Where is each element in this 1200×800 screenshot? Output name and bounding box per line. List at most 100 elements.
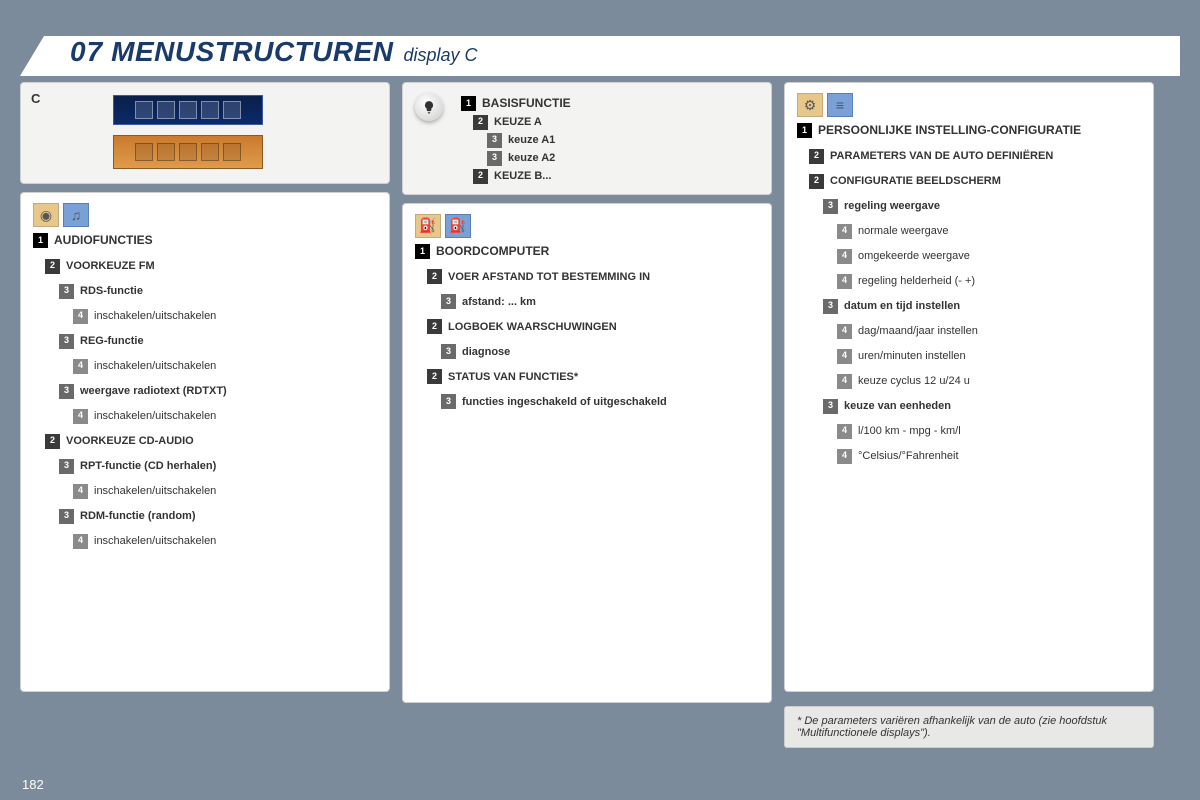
menu-item: 4 keuze cyclus 12 u/24 u [837,374,1141,389]
display-glyph-icon [223,143,241,161]
menu-item-label: inschakelen/uitschakelen [94,359,216,373]
level-3-badge: 3 [59,384,74,399]
level-3-badge: 3 [441,344,456,359]
displays-panel: C [20,82,390,184]
menu-item-label: functies ingeschakeld of uitgeschakeld [462,395,667,409]
menu-item: 2KEUZE B... [473,169,571,184]
config-panel: ⚙ ≡ 1PERSOONLIJKE INSTELLING-CONFIGURATI… [784,82,1154,692]
menu-item: 4°Celsius/°Fahrenheit [837,449,1141,464]
level-2-badge: 2 [427,269,442,284]
menu-item: 2LOGBOEK WAARSCHUWINGEN [427,319,759,334]
fuel-icon: ⛽ [415,214,441,238]
menu-item: 3 afstand: ... km [441,294,759,309]
display-glyph-icon [201,143,219,161]
page-title: MENUSTRUCTUREN [111,36,393,68]
menu-item: 4inschakelen/uitschakelen [73,534,377,549]
menu-item-label: inschakelen/uitschakelen [94,409,216,423]
menu-item-label: dag/maand/jaar instellen [858,324,978,338]
menu-item: 2PARAMETERS VAN DE AUTO DEFINIËREN [809,149,1141,164]
menu-item-label: diagnose [462,345,510,359]
level-2-badge: 2 [45,434,60,449]
menu-item: 2CONFIGURATIE BEELDSCHERM [809,174,1141,189]
menu-item: 3RDM-functie (random) [59,509,377,524]
menu-item-label: °Celsius/°Fahrenheit [858,449,959,463]
level-3-badge: 3 [59,334,74,349]
level-4-badge: 4 [837,224,852,239]
level-4-badge: 4 [837,424,852,439]
level-2-badge: 2 [45,259,60,274]
page-subtitle: display C [403,45,477,66]
footnote: * De parameters variëren afhankelijk van… [784,706,1154,748]
level-1-badge: 1 [33,233,48,248]
level-4-badge: 4 [837,374,852,389]
level-2-badge: 2 [473,115,488,130]
level-4-badge: 4 [837,324,852,339]
level-1-badge: 1 [415,244,430,259]
menu-item-label: inschakelen/uitschakelen [94,534,216,548]
level-3-badge: 3 [59,459,74,474]
menu-item: 3 RPT-functie (CD herhalen) [59,459,377,474]
menu-item-label: l/100 km - mpg - km/l [858,424,961,438]
menu-item-label: KEUZE B... [494,169,551,183]
display-glyph-icon [201,101,219,119]
level-4-badge: 4 [73,359,88,374]
menu-item: 3 weergave radiotext (RDTXT) [59,384,377,399]
menu-item-label: weergave radiotext (RDTXT) [80,384,227,398]
menu-item: 4 dag/maand/jaar instellen [837,324,1141,339]
menu-item: 2VOORKEUZE FM [45,259,377,274]
audio-panel: ◉ ♫ 1AUDIOFUNCTIES 2VOORKEUZE FM3RDS-fun… [20,192,390,692]
page-number: 182 [22,777,44,792]
display-preview-orange [113,135,263,169]
level-3-badge: 3 [487,151,502,166]
menu-item-label: VOER AFSTAND TOT BESTEMMING IN [448,270,650,284]
display-label: C [31,91,40,106]
level-4-badge: 4 [837,274,852,289]
level-2-badge: 2 [427,319,442,334]
display-glyph-icon [157,101,175,119]
audio-heading: AUDIOFUNCTIES [54,233,153,249]
menu-item-label: keuze cyclus 12 u/24 u [858,374,970,388]
level-1-badge: 1 [461,96,476,111]
display-glyph-icon [179,143,197,161]
menu-item-label: normale weergave [858,224,949,238]
menu-item: 4 inschakelen/uitschakelen [73,409,377,424]
menu-item-label: inschakelen/uitschakelen [94,309,216,323]
level-4-badge: 4 [73,309,88,324]
menu-item-label: afstand: ... km [462,295,536,309]
menu-item-label: VOORKEUZE CD-AUDIO [66,434,194,448]
legend-title: BASISFUNCTIE [482,96,571,112]
level-4-badge: 4 [837,249,852,264]
menu-item: 3 keuze A1 [487,133,571,148]
level-3-badge: 3 [59,509,74,524]
menu-item-label: datum en tijd instellen [844,299,960,313]
trip-heading: BOORDCOMPUTER [436,244,549,260]
level-4-badge: 4 [73,409,88,424]
level-3-badge: 3 [441,294,456,309]
display-glyph-icon [157,143,175,161]
level-4-badge: 4 [837,349,852,364]
menu-item-label: RPT-functie (CD herhalen) [80,459,216,473]
menu-item: 4 omgekeerde weergave [837,249,1141,264]
legend-panel: 1BASISFUNCTIE 2KEUZE A3keuze A13keuze A2… [402,82,772,195]
display-preview-blue [113,95,263,125]
level-3-badge: 3 [487,133,502,148]
menu-item: 3 diagnose [441,344,759,359]
display-glyph-icon [223,101,241,119]
radio-icon: ♫ [63,203,89,227]
menu-item: 4 inschakelen/uitschakelen [73,309,377,324]
menu-item: 3 keuze A2 [487,151,571,166]
menu-item-label: RDS-functie [80,284,143,298]
menu-item: 3RDS-functie [59,284,377,299]
menu-item-label: omgekeerde weergave [858,249,970,263]
settings-icon: ⚙ [797,93,823,117]
menu-item: 4 normale weergave [837,224,1141,239]
menu-item-label: uren/minuten instellen [858,349,966,363]
level-3-badge: 3 [441,394,456,409]
menu-item-label: regeling weergave [844,199,940,213]
menu-item-label: keuze A2 [508,151,555,165]
trip-panel: ⛽ ⛽ 1BOORDCOMPUTER 2VOER AFSTAND TOT BES… [402,203,772,703]
menu-item-label: keuze A1 [508,133,555,147]
disc-icon: ◉ [33,203,59,227]
level-1-badge: 1 [797,123,812,138]
menu-item: 4inschakelen/uitschakelen [73,484,377,499]
